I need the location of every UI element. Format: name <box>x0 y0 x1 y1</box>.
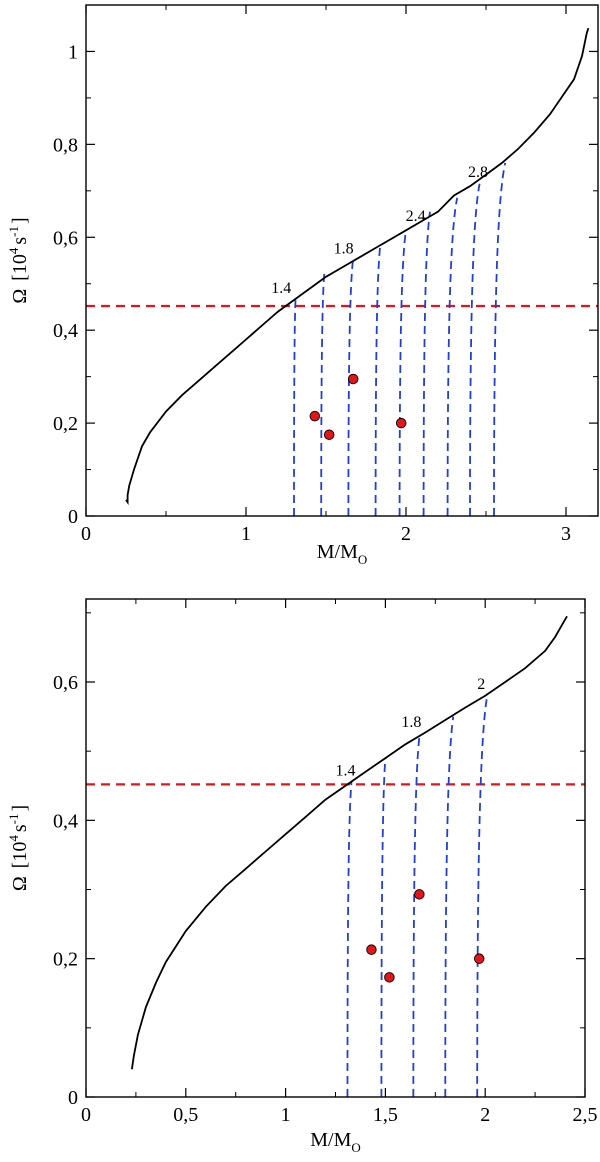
top-chart-xlabel-main: M/M <box>317 541 358 563</box>
top-chart-ylabel-close: ] <box>9 217 31 224</box>
bottom-chart-kepler-curve <box>131 615 568 1070</box>
top-chart-xlabel: M/MO <box>317 541 368 567</box>
top-chart-annotations: 1.4 1.8 2.4 2.8 <box>271 164 488 297</box>
top-chart-annotation-2: 1.8 <box>334 241 354 258</box>
bottom-chart-ticks: 0 0,5 1 1,5 2 2,5 0 0,2 0,4 0,6 <box>53 599 598 1126</box>
bottom-chart-track-3 <box>412 737 421 1098</box>
bottom-chart-xtick-label: 2 <box>480 1104 490 1126</box>
bottom-chart-ylabel-exp: 4 <box>6 835 21 842</box>
bottom-chart-track-1 <box>346 782 353 1098</box>
top-chart-xtick-label: 3 <box>561 523 571 545</box>
bottom-chart-curves <box>86 615 585 1098</box>
top-chart-ylabel-unit2: s <box>9 237 31 245</box>
top-chart-ytick-label: 1 <box>68 41 78 63</box>
top-chart-frame <box>85 4 599 517</box>
top-chart-annotation-1: 1.4 <box>271 280 291 297</box>
bottom-chart-annotation-2: 1.8 <box>401 714 421 731</box>
bottom-chart-xlabel-main: M/M <box>310 1129 351 1151</box>
top-chart-ylabel: Ω [104 s-1] <box>6 217 31 303</box>
bottom-chart-ytick-label: 0,4 <box>53 810 78 832</box>
top-chart-track-4 <box>374 244 382 517</box>
bottom-chart-panel: 0 0,5 1 1,5 2 2,5 0 0,2 0,4 0,6 1.4 1.8 2 M/MO Ω [10… <box>6 598 598 1155</box>
bottom-chart-frame <box>85 598 586 1098</box>
top-chart-ytick-label: 0,2 <box>53 413 78 435</box>
top-chart-curves <box>86 27 598 517</box>
bottom-chart-data-point-1 <box>366 944 377 955</box>
top-chart-ytick-label: 0,4 <box>53 320 78 342</box>
top-chart-track-1 <box>293 297 297 517</box>
bottom-chart-ylabel-symbol: Ω <box>9 876 31 891</box>
bottom-chart-xtick-label: 0,5 <box>173 1104 198 1126</box>
bottom-chart-data-point-2 <box>384 972 395 983</box>
bottom-chart-track-2 <box>380 758 387 1098</box>
top-chart-ytick-label: 0,8 <box>53 134 78 156</box>
top-chart-data-point-2 <box>323 429 335 440</box>
bottom-chart-xtick-label: 1 <box>281 1104 291 1126</box>
bottom-chart-ylabel-exp2: -1 <box>6 813 21 824</box>
top-chart-xtick-label: 1 <box>241 523 251 545</box>
bottom-chart-ylabel-unit: [10 <box>9 842 31 869</box>
top-chart-ylabel-symbol: Ω <box>9 289 31 304</box>
top-chart-annotation-4: 2.8 <box>468 164 488 181</box>
bottom-chart-ylabel: Ω [104 s-1] <box>6 805 31 891</box>
bottom-chart-ylabel-unit2: s <box>9 824 31 832</box>
top-chart-track-9 <box>493 162 507 517</box>
bottom-chart-annotation-1: 1.4 <box>335 762 355 779</box>
top-chart-track-2 <box>320 272 326 517</box>
bottom-chart-track-5 <box>476 695 489 1098</box>
top-chart-ticks: 0 1 2 3 0 0,2 0,4 0,6 0,8 1 <box>53 4 598 545</box>
top-chart-annotation-3: 2.4 <box>406 208 426 225</box>
bottom-chart-ytick-label: 0,6 <box>53 672 78 694</box>
bottom-chart-annotation-3: 2 <box>477 676 485 693</box>
bottom-chart-data-point-3 <box>414 889 425 900</box>
bottom-chart-xlabel-sub: O <box>351 1140 360 1155</box>
bottom-chart-data-point-4 <box>473 953 485 964</box>
bottom-chart-ytick-label: 0,2 <box>53 949 78 971</box>
top-chart-data-point-1 <box>309 410 321 422</box>
bottom-chart-xlabel: M/MO <box>310 1129 361 1155</box>
top-chart-ytick-label: 0 <box>68 506 78 528</box>
top-chart-data-point-4 <box>395 417 407 429</box>
top-chart-data-point-3 <box>347 373 359 385</box>
bottom-chart-xtick-label: 0 <box>81 1104 91 1126</box>
top-chart-track-6 <box>422 211 431 517</box>
bottom-chart-track-4 <box>444 716 455 1098</box>
bottom-chart-ytick-label: 0 <box>68 1087 78 1109</box>
bottom-chart-xtick-label: 1,5 <box>373 1104 398 1126</box>
top-chart-track-7 <box>446 197 459 517</box>
top-chart-xtick-label: 2 <box>401 523 411 545</box>
bottom-chart-annotations: 1.4 1.8 2 <box>335 676 485 779</box>
top-chart-ytick-label: 0,6 <box>53 227 78 249</box>
top-chart-track-3 <box>347 258 355 517</box>
top-chart-kepler-curve <box>125 27 590 506</box>
bottom-chart-xtick-label: 2,5 <box>573 1104 598 1126</box>
top-chart-ylabel-exp2: -1 <box>6 226 21 237</box>
top-chart-xlabel-sub: O <box>358 552 367 567</box>
top-chart-panel: 0 1 2 3 0 0,2 0,4 0,6 0,8 1 1.4 1.8 2.4 2.8 M/MO Ω [1… <box>6 4 599 567</box>
top-chart-track-5 <box>398 230 407 517</box>
top-chart-ylabel-unit: [10 <box>9 254 31 281</box>
bottom-chart-ylabel-close: ] <box>9 805 31 812</box>
top-chart-track-8 <box>469 183 481 517</box>
top-chart-xtick-label: 0 <box>81 523 91 545</box>
top-chart-ylabel-exp: 4 <box>6 247 21 254</box>
